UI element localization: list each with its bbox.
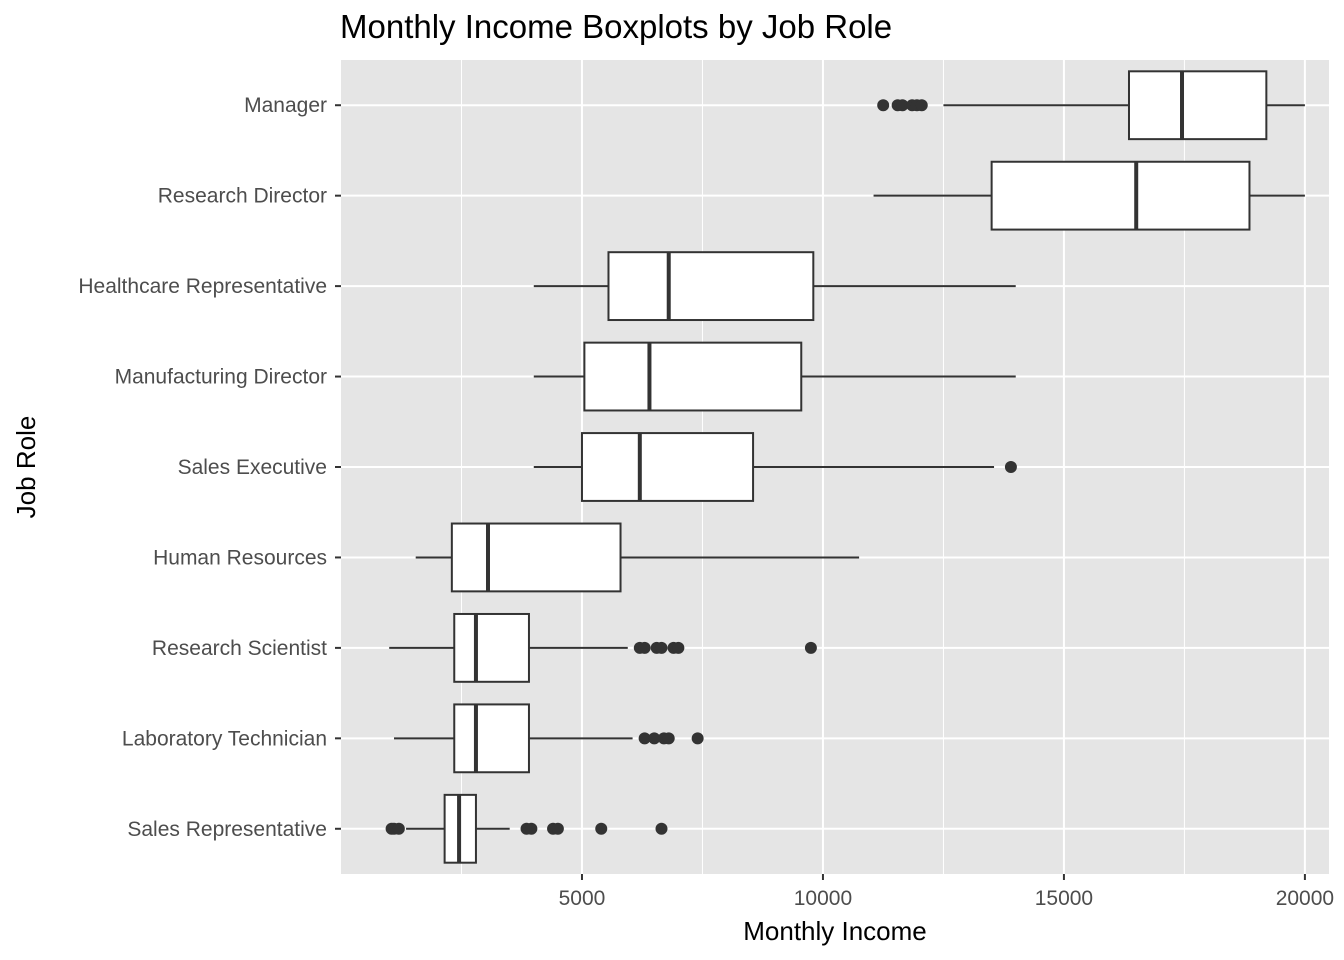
outlier-point <box>648 732 661 745</box>
outlier-point <box>525 822 538 835</box>
y-axis: Manager Research Director Healthcare Repre… <box>78 94 341 841</box>
y-tick-label: Sales Executive <box>178 456 327 479</box>
y-tick-label: Manager <box>244 94 327 117</box>
boxplots <box>385 70 1305 864</box>
outlier-point <box>691 732 704 745</box>
outlier-point <box>638 732 651 745</box>
box-iqr <box>583 341 803 412</box>
box-iqr <box>990 160 1251 231</box>
outlier-point <box>655 641 668 654</box>
outlier-point <box>595 822 608 835</box>
y-tick-label: Laboratory Technician <box>122 727 327 750</box>
y-tick-label: Research Director <box>158 185 327 208</box>
chart-title: Monthly Income Boxplots by Job Role <box>340 8 893 45</box>
outlier-point <box>877 99 890 112</box>
boxplot-sales-representative <box>385 793 668 864</box>
outlier-point <box>662 732 675 745</box>
boxplot-human-resources <box>415 522 860 593</box>
x-tick-label: 5000 <box>559 887 606 910</box>
box-iqr <box>580 432 755 502</box>
boxplot-manager <box>877 70 1305 141</box>
x-axis-title: Monthly Income <box>743 916 927 946</box>
boxplot-research-director <box>873 160 1305 231</box>
outlier-point <box>551 822 564 835</box>
box-iqr <box>1127 70 1268 141</box>
outlier-point <box>896 99 909 112</box>
x-tick-label: 10000 <box>794 887 852 910</box>
outlier-point <box>392 822 405 835</box>
boxplot-sales-executive <box>533 432 1017 502</box>
outlier-point <box>655 822 668 835</box>
y-tick-label: Healthcare Representative <box>78 275 327 298</box>
boxplot-manufacturing-director <box>533 341 1016 412</box>
box-iqr <box>453 612 530 683</box>
boxplot-research-scientist <box>389 612 817 683</box>
outlier-point <box>915 99 928 112</box>
outlier-point <box>672 641 685 654</box>
x-tick-label: 20000 <box>1276 887 1334 910</box>
y-tick-label: Manufacturing Director <box>115 366 327 389</box>
outlier-point <box>804 641 817 654</box>
outlier-point <box>1004 461 1017 473</box>
box-iqr <box>450 522 622 593</box>
y-axis-title: Job Role <box>11 416 41 519</box>
box-iqr <box>607 251 815 322</box>
x-axis: 5000 10000 15000 20000 <box>559 874 1334 910</box>
boxplot-laboratory-technician <box>394 703 704 774</box>
box-iqr <box>453 703 530 774</box>
y-tick-label: Human Resources <box>153 546 327 569</box>
boxplot-healthcare-representative <box>533 251 1016 322</box>
y-tick-label: Research Scientist <box>152 637 327 660</box>
y-tick-label: Sales Representative <box>127 818 327 841</box>
outlier-point <box>638 641 651 654</box>
x-tick-label: 15000 <box>1035 887 1093 910</box>
